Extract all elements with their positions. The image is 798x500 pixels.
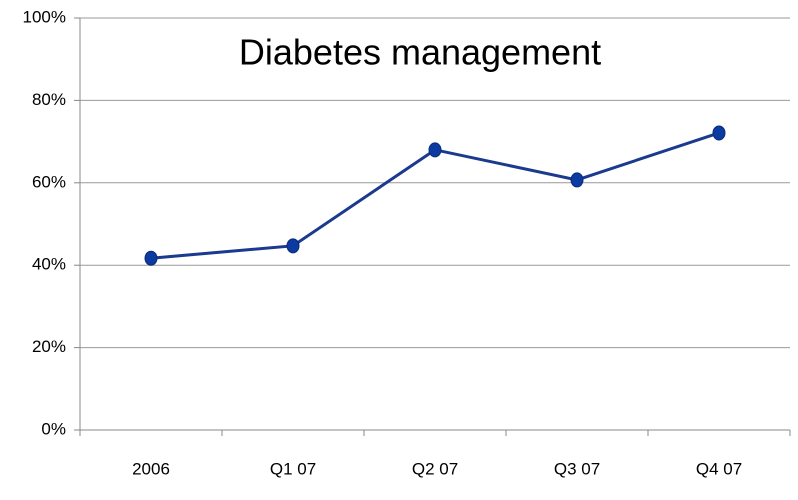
y-tick-label: 40%	[32, 255, 66, 274]
x-tick-label: Q3 07	[554, 459, 600, 478]
data-point	[286, 238, 300, 254]
data-point	[570, 172, 584, 188]
y-tick-label: 80%	[32, 90, 66, 109]
y-tick-label: 60%	[32, 172, 66, 191]
chart-title: Diabetes management	[239, 32, 601, 73]
x-tick-label: Q1 07	[270, 459, 316, 478]
x-tick-label: Q2 07	[412, 459, 458, 478]
y-tick-label: 0%	[41, 419, 66, 438]
x-tick-label: 2006	[132, 459, 170, 478]
y-tick-label: 100%	[23, 7, 66, 26]
data-point	[712, 125, 726, 141]
y-tick-label: 20%	[32, 337, 66, 356]
data-point	[428, 142, 442, 158]
x-tick-label: Q4 07	[696, 459, 742, 478]
data-point	[144, 250, 158, 266]
